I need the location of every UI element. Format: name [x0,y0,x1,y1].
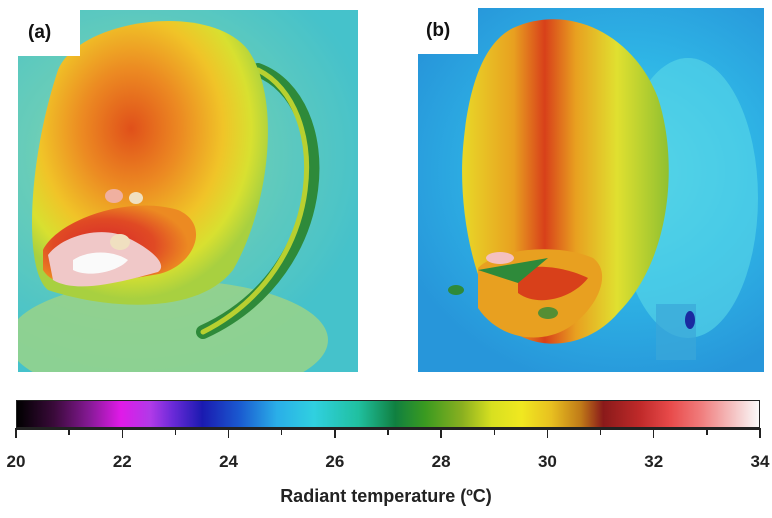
minor-tick [493,428,496,435]
panel-label-a: (a) [18,10,80,56]
minor-tick [706,428,708,435]
tick-label: 34 [750,452,770,471]
temperature-colorbar [16,400,760,428]
major-tick [440,428,442,438]
tick-label: 20 [6,452,26,471]
major-tick [15,428,17,438]
thermal-image-a-graphic [18,10,358,372]
major-tick [652,428,655,438]
minor-tick [387,428,389,435]
major-tick [334,428,336,438]
thermal-image-b-graphic [448,19,758,360]
minor-tick [599,428,602,435]
minor-tick [68,428,70,435]
minor-tick [280,428,283,435]
minor-tick [174,428,177,435]
tick-label: 26 [325,452,345,471]
tick-label: 32 [644,452,664,471]
tick-label: 28 [431,452,451,471]
major-tick [759,428,761,438]
colorbar-ticks [15,428,761,446]
major-tick [227,428,230,438]
major-tick [121,428,124,438]
tick-label: 22 [112,452,132,471]
colorbar-title: Radiant temperature (ºC) [280,486,492,506]
major-tick [546,428,549,438]
thermal-image-b: (b) [418,8,764,372]
panel-label-b: (b) [418,8,478,54]
tick-label: 24 [219,452,239,471]
tick-label: 30 [537,452,557,471]
thermal-image-a: (a) [18,10,358,372]
